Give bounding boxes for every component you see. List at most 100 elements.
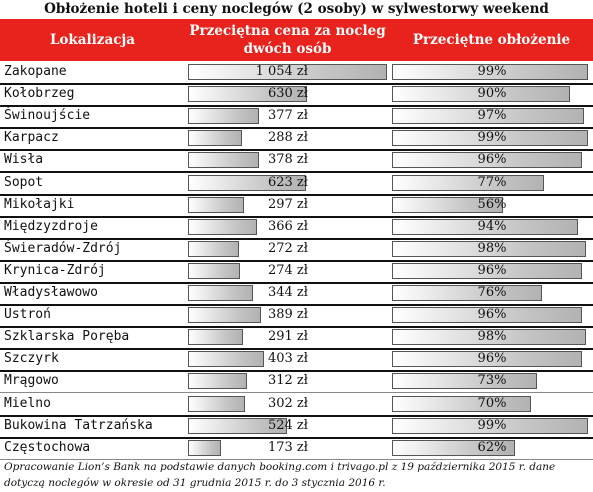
occupancy-bar [392,285,543,301]
table-row: Ustroń 389 zł 96% [0,304,593,329]
location-name: Mrągowo [4,373,59,389]
occupancy-label: 73% [477,373,507,389]
occupancy-bar [392,329,587,346]
price-label: 366 zł [267,218,308,234]
price-label: 302 zł [267,395,308,411]
location-name: Międzyzdroje [4,218,98,234]
location-name: Sopot [4,174,44,190]
occupancy-bar [392,174,545,191]
occupancy-label: 99% [477,417,507,433]
occupancy-bar [392,262,583,279]
price-label: 378 zł [267,152,308,168]
table-row: Bukowina Tatrzańska 524 zł 99% [0,415,593,439]
table-header: Lokalizacja Przeciętna cena za nocleg dw… [0,19,593,61]
location-name: Świeradów-Zdrój [4,240,122,256]
occupancy-bar [392,373,537,390]
occupancy-bar [392,439,515,456]
occupancy-bar [392,218,579,235]
occupancy-label: 96% [477,351,507,367]
location-name: Krynica-Zdrój [4,262,106,278]
occupancy-bar [392,307,583,324]
location-name: Wisła [4,152,44,168]
occupancy-label: 56% [477,196,507,212]
location-name: Bukowina Tatrzańska [4,417,153,433]
price-label: 389 zł [267,307,308,323]
table-row: Sopot 623 zł 77% [0,172,593,196]
location-name: Mikołajki [4,196,75,212]
price-bar [188,64,387,80]
location-name: Kołobrzeg [4,86,75,102]
occupancy-label: 96% [477,262,507,278]
price-label: 623 zł [267,174,308,190]
table-row: Świnoujście 377 zł 97% [0,105,593,130]
price-bar [188,373,247,390]
occupancy-bar [392,351,583,368]
price-label: 630 zł [267,86,308,102]
location-name: Szczyrk [4,351,59,367]
occupancy-label: 70% [477,395,507,411]
header-price: Przeciętna cena za nocleg dwóch osób [185,19,390,61]
price-label: 274 zł [267,262,308,278]
location-name: Świnoujście [4,108,91,124]
occupancy-label: 98% [477,240,507,256]
footnote: Opracowanie Lion’s Bank na podstawie dan… [4,459,589,491]
price-label: 173 zł [267,439,308,455]
occupancy-bar [392,86,571,103]
table-row: Częstochowa 173 zł 62% [0,437,593,460]
location-name: Karpacz [4,130,59,146]
price-label: 291 zł [267,329,308,345]
table-row: Kołobrzeg 630 zł 90% [0,83,593,108]
occupancy-bar [392,64,589,80]
price-bar [188,329,243,346]
header-occupancy: Przeciętne obłożenie [412,32,571,48]
header-location: Lokalizacja [49,32,136,48]
occupancy-bar [392,196,503,213]
price-bar [188,218,258,235]
price-bar [188,351,265,368]
price-bar [188,152,260,169]
occupancy-bar [392,417,589,434]
price-label: 524 zł [267,417,308,433]
occupancy-label: 97% [477,108,507,124]
price-label: 297 zł [267,196,308,212]
table-row: Szczyrk 403 zł 96% [0,348,593,373]
location-name: Mielno [4,395,51,411]
occupancy-label: 90% [477,86,507,102]
occupancy-label: 94% [477,218,507,234]
table-row: Zakopane 1 054 zł 99% [0,61,593,85]
footnote-line2: dotyczą noclegów w okresie od 31 grudnia… [4,477,386,489]
price-bar [188,86,307,103]
price-bar [188,196,245,213]
price-label: 1 054 zł [255,64,308,79]
price-label: 272 zł [267,240,308,256]
occupancy-bar [392,240,587,257]
table-row: Mikołajki 297 zł 56% [0,194,593,218]
table-row: Krynica-Zdrój 274 zł 96% [0,260,593,284]
price-bar [188,262,240,279]
price-label: 344 zł [267,285,308,300]
location-name: Częstochowa [4,439,91,455]
occupancy-bar [392,152,583,169]
occupancy-label: 62% [477,439,507,455]
price-label: 288 zł [267,130,308,146]
price-bar [188,174,306,191]
occupancy-bar [392,130,589,147]
table-row: Międzyzdroje 366 zł 94% [0,216,593,240]
price-bar [188,417,287,434]
price-bar [188,307,262,324]
price-bar [188,240,240,257]
chart-title: Obłożenie hoteli i ceny noclegów (2 osob… [44,1,549,17]
header-price-line1: Przeciętna cena za nocleg [189,23,386,39]
table-row: Wisła 378 zł 96% [0,149,593,174]
footnote-line1: Opracowanie Lion’s Bank na podstawie dan… [4,461,556,473]
location-name: Zakopane [4,64,67,79]
price-bar [188,285,253,301]
occupancy-label: 96% [477,152,507,168]
price-bar [188,439,221,456]
occupancy-label: 96% [477,307,507,323]
location-name: Ustroń [4,307,51,323]
table-row: Szklarska Poręba 291 zł 98% [0,326,593,351]
occupancy-label: 76% [477,285,507,300]
header-price-line2: dwóch osób [243,41,332,57]
table-row: Świeradów-Zdrój 272 zł 98% [0,238,593,262]
